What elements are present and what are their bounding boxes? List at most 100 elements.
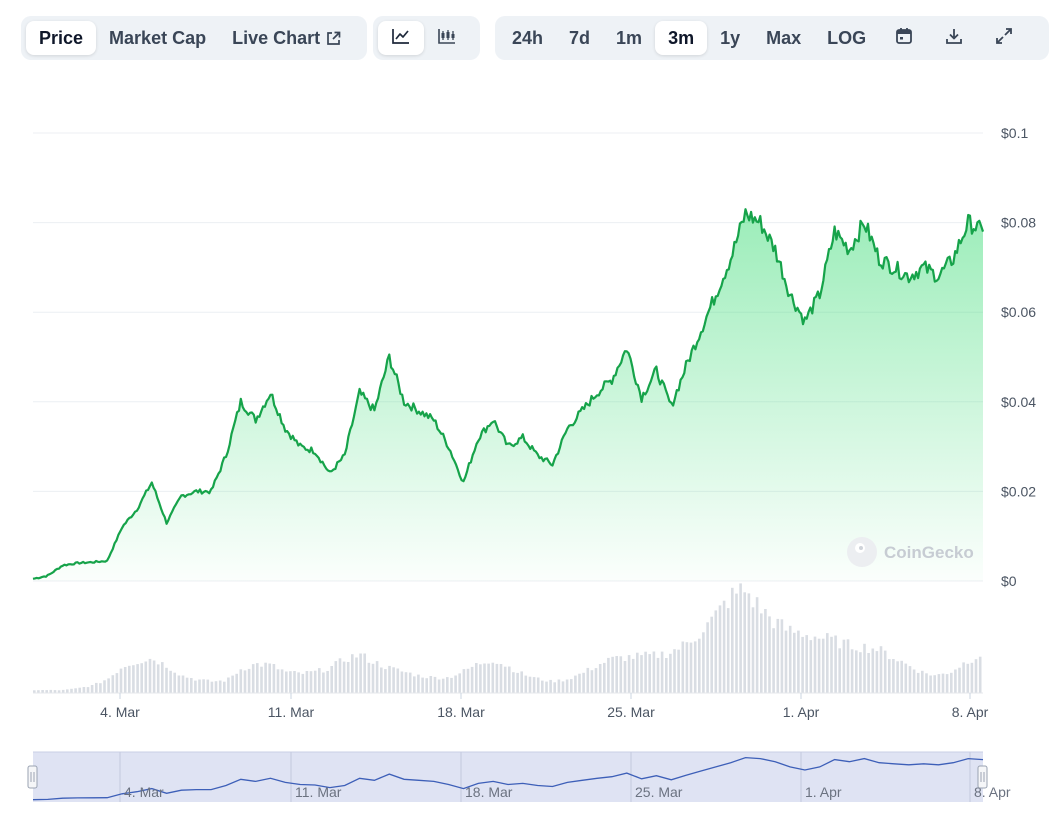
volume-bar xyxy=(318,668,321,693)
range-3m[interactable]: 3m xyxy=(655,21,708,55)
volume-bar xyxy=(466,668,470,693)
volume-bar xyxy=(735,593,738,693)
tab-market-cap[interactable]: Market Cap xyxy=(109,27,207,48)
volume-bar xyxy=(846,639,850,693)
volume-bar xyxy=(45,690,48,693)
volume-bar xyxy=(805,635,808,693)
volume-bar xyxy=(755,597,759,693)
navigator-handle-right[interactable] xyxy=(977,765,988,789)
volume-bar xyxy=(784,630,788,693)
volume-bar xyxy=(202,679,205,693)
volume-bar xyxy=(293,671,296,693)
volume-bar xyxy=(615,656,618,693)
volume-bar xyxy=(978,656,982,693)
log-scale-toggle[interactable]: LOG xyxy=(827,27,867,48)
tab-price[interactable]: Price xyxy=(26,21,97,55)
volume-bar xyxy=(392,667,395,693)
volume-bar xyxy=(888,659,891,693)
volume-bar xyxy=(95,682,98,693)
y-tick-label: $0 xyxy=(1001,573,1017,589)
volume-bar xyxy=(479,664,482,693)
volume-bar xyxy=(107,678,110,693)
volume-bar xyxy=(817,638,821,693)
navigator-labels: 4. Mar 11. Mar 18. Mar 25. Mar 1. Apr 8. Apr xyxy=(124,784,1011,800)
volume-bar xyxy=(549,679,552,693)
calendar-button[interactable] xyxy=(879,21,929,55)
download-button[interactable] xyxy=(929,21,979,55)
range-7d[interactable]: 7d xyxy=(569,27,591,48)
volume-bar xyxy=(788,625,792,693)
range-24h[interactable]: 24h xyxy=(512,27,544,48)
volume-bar xyxy=(103,680,106,693)
volume-bar xyxy=(520,671,523,693)
time-range-tabs: 24h 7d 1m 3m 1y Max LOG xyxy=(495,16,1049,60)
chart-mode-toggle xyxy=(373,16,480,60)
range-max[interactable]: Max xyxy=(766,27,802,48)
volume-bar xyxy=(37,690,40,693)
volume-bar xyxy=(665,658,668,693)
volume-bar xyxy=(111,675,115,693)
navigator[interactable]: 4. Mar 11. Mar 18. Mar 25. Mar 1. Apr 8. Apr xyxy=(27,751,1011,802)
volume-bar xyxy=(867,653,870,693)
range-1y[interactable]: 1y xyxy=(720,27,741,48)
navigator-selection[interactable] xyxy=(33,752,983,802)
coingecko-watermark: CoinGecko xyxy=(847,537,974,567)
navigator-line xyxy=(32,756,984,801)
volume-bar xyxy=(313,670,317,693)
volume-bar xyxy=(285,671,288,693)
volume-bar xyxy=(495,663,499,693)
volume-bar xyxy=(487,663,490,693)
volume-bar xyxy=(900,660,903,693)
volume-bar xyxy=(243,670,247,693)
candlestick-button[interactable] xyxy=(424,21,470,55)
volume-bar xyxy=(363,653,366,693)
volume-bar xyxy=(797,630,800,693)
volume-bar xyxy=(892,659,895,693)
volume-bar xyxy=(706,622,709,693)
volume-bar xyxy=(136,664,139,693)
volume-bar xyxy=(921,670,924,693)
volume-bar xyxy=(904,663,908,693)
tab-live-chart[interactable]: Live Chart xyxy=(219,21,354,55)
fullscreen-button[interactable] xyxy=(979,21,1029,55)
volume-bar xyxy=(239,669,243,693)
volume-bar xyxy=(49,689,53,693)
volume-bar xyxy=(768,616,771,693)
volume-bar xyxy=(586,667,590,693)
volume-bar xyxy=(710,616,713,693)
volume-bar xyxy=(570,679,573,693)
volume-bar xyxy=(793,632,796,693)
download-icon xyxy=(945,27,963,50)
volume-bar xyxy=(326,671,329,693)
volume-bar xyxy=(396,668,400,693)
y-tick-label: $0.04 xyxy=(1001,394,1036,410)
line-chart-button[interactable] xyxy=(378,21,424,55)
volume-bar xyxy=(301,673,305,693)
volume-bar xyxy=(115,673,119,693)
x-axis-labels: 4. Mar 11. Mar 18. Mar 25. Mar 1. Apr 8. Apr xyxy=(100,693,989,720)
y-tick-label: $0.02 xyxy=(1001,483,1036,499)
volume-bar xyxy=(536,677,540,693)
navigator-handle-left[interactable] xyxy=(27,765,38,789)
range-1m[interactable]: 1m xyxy=(616,27,643,48)
volume-bar xyxy=(74,688,77,693)
volume-bar xyxy=(371,663,375,693)
volume-bar xyxy=(974,659,978,693)
volume-bar xyxy=(561,681,565,693)
volume-bar xyxy=(644,651,647,693)
volume-bar xyxy=(660,651,664,693)
volume-bar xyxy=(590,670,594,693)
volume-bar xyxy=(669,653,672,693)
volume-bar xyxy=(152,660,156,693)
volume-bar xyxy=(929,675,932,693)
x-tick-label: 11. Mar xyxy=(268,704,315,720)
volume-bar xyxy=(148,658,152,693)
volume-bar xyxy=(801,636,804,693)
volume-bar xyxy=(826,633,829,693)
volume-bar xyxy=(61,689,65,693)
volume-bar xyxy=(177,675,181,693)
navigator-tick-label: 4. Mar xyxy=(124,784,164,800)
volume-bar xyxy=(367,662,371,693)
volume-bar xyxy=(780,619,784,693)
